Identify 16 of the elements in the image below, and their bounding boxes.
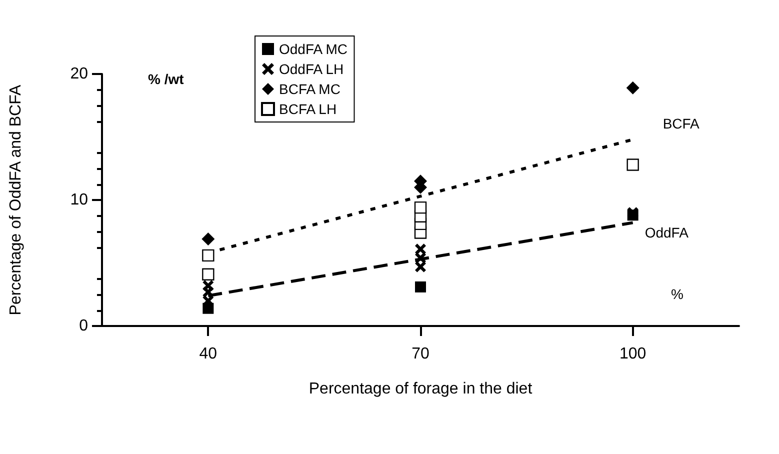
y-tick-label: 10 [70, 192, 88, 208]
annotation: % /wt [148, 71, 184, 87]
legend-label: OddFA MC [279, 41, 348, 57]
x-tick-label: 70 [412, 346, 430, 362]
y-tick-label: 20 [70, 66, 88, 82]
x-tick-label: 40 [199, 346, 218, 362]
y-tick-label: 0 [79, 318, 88, 334]
x-axis-title: Percentage of forage in the diet [308, 380, 533, 398]
legend-label: BCFA LH [279, 101, 337, 117]
series-label: OddFA [644, 224, 690, 241]
legend-label: BCFA MC [279, 81, 340, 97]
x-tick-label: 100 [619, 346, 646, 362]
legend-label: OddFA LH [279, 61, 344, 77]
y-axis-title: Percentage of OddFA and BCFA [8, 84, 24, 316]
text: BCFA [662, 116, 700, 132]
annotation: % [671, 286, 684, 302]
